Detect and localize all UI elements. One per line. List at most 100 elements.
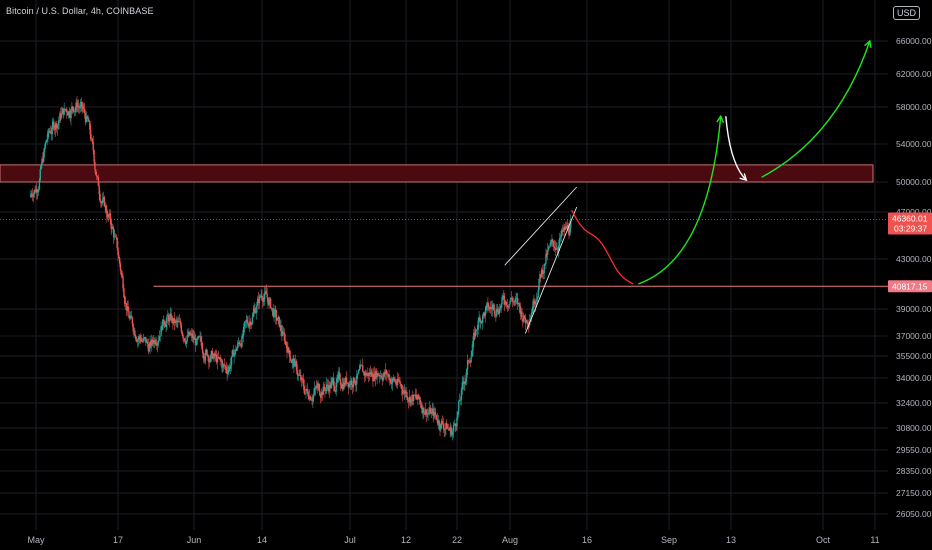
candle [378, 373, 381, 384]
candle-body [288, 350, 291, 357]
candle-body [360, 365, 362, 366]
candle [359, 359, 361, 370]
candle [178, 317, 180, 323]
candle-body [462, 381, 464, 383]
candle [336, 374, 338, 387]
candle [486, 302, 488, 311]
candle [495, 314, 497, 322]
candle [280, 319, 282, 337]
candle-body [208, 361, 211, 363]
candle-body [490, 307, 493, 310]
candle [411, 394, 413, 405]
candle-body [195, 339, 198, 346]
candle-body [232, 350, 234, 357]
candle [332, 372, 335, 392]
candle [429, 401, 431, 416]
candle-body [380, 375, 383, 378]
candle [340, 382, 343, 389]
candle-body [385, 370, 388, 374]
candle [523, 314, 526, 320]
candle-body [536, 297, 539, 300]
price-tick-label: 30800.00 [896, 423, 932, 433]
candle-body [281, 330, 283, 336]
candle [60, 108, 62, 123]
candle-body [119, 263, 122, 271]
candle-body [272, 308, 274, 317]
candle [460, 387, 463, 406]
candle [39, 165, 41, 182]
candle-body [491, 307, 494, 310]
candle-body [447, 428, 450, 430]
candle-body [526, 320, 528, 324]
candle [82, 102, 84, 113]
candle [299, 369, 301, 377]
candle [66, 111, 69, 116]
candle [256, 295, 259, 306]
candle-body [163, 321, 166, 325]
candle [373, 366, 376, 382]
candle-body [146, 341, 148, 343]
candle-body [271, 308, 274, 309]
time-tick-label: Jul [344, 535, 356, 545]
candle-body [441, 420, 443, 424]
candle [31, 190, 33, 198]
candle [208, 354, 210, 370]
candle-body [37, 191, 39, 193]
candle-body [144, 337, 146, 338]
candle [330, 376, 332, 389]
candle [100, 199, 102, 208]
candle-body [489, 307, 492, 308]
candle-body [482, 312, 485, 316]
candle [125, 302, 128, 317]
candle-body [550, 242, 552, 244]
candle [156, 340, 159, 353]
candle [504, 292, 506, 311]
candle [470, 350, 472, 364]
candle [162, 315, 165, 327]
candle [66, 106, 68, 119]
currency-badge[interactable]: USD [892, 6, 920, 20]
candle-body [175, 320, 177, 322]
candle-body [342, 384, 344, 389]
candle-body [293, 358, 295, 367]
candle-body [294, 361, 297, 362]
candle [522, 319, 524, 328]
candle [215, 349, 218, 365]
candle [167, 312, 170, 326]
candle [318, 382, 320, 392]
candle-body [319, 395, 322, 398]
candle-body [136, 340, 139, 342]
candle-body [130, 315, 133, 318]
candle [478, 310, 480, 322]
price-tick-label: 62000.00 [896, 69, 932, 79]
candle-body [532, 301, 534, 312]
candle [533, 294, 535, 309]
candle-body [162, 319, 164, 331]
support-price-badge[interactable]: 40817.15 [888, 280, 932, 293]
candle-body [78, 106, 81, 109]
candle [341, 377, 343, 392]
candle [364, 369, 366, 382]
candle [157, 335, 160, 348]
candle [290, 358, 293, 364]
candle-body [566, 225, 569, 229]
candle-body [68, 111, 71, 115]
candle [499, 305, 501, 312]
candle-body [220, 359, 222, 361]
candle-body [247, 322, 249, 327]
candle-body [43, 147, 46, 153]
candle-body [395, 380, 397, 384]
candle-body [189, 331, 191, 335]
candle [293, 355, 295, 374]
candle [84, 110, 87, 126]
candle-body [337, 375, 339, 380]
candle [451, 428, 453, 438]
candle-body [437, 420, 439, 424]
candle [85, 111, 88, 124]
candle-body [90, 138, 93, 140]
candle [50, 127, 53, 141]
time-tick-label: May [27, 535, 45, 545]
candle-body [91, 138, 94, 142]
